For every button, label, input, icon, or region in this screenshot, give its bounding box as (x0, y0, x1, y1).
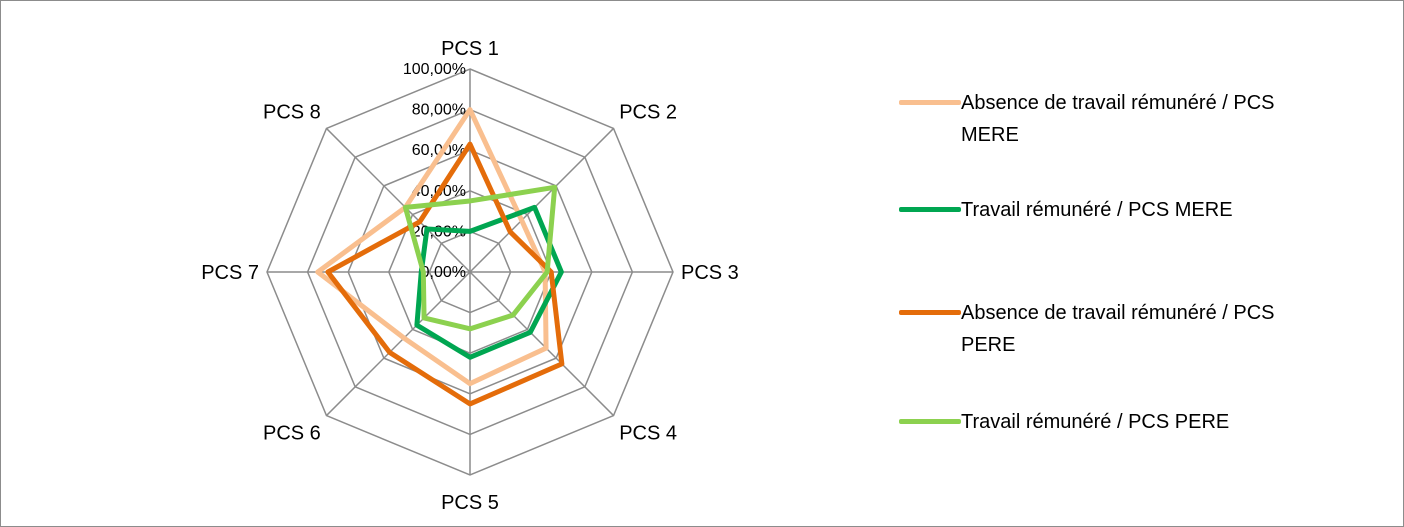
grid-spoke-8 (325, 127, 471, 273)
tick-label-0: 0,00% (421, 264, 466, 281)
grid-spoke-2 (469, 127, 615, 273)
category-label-3: PCS 3 (681, 262, 739, 284)
series-line-1 (315, 107, 549, 387)
category-label-8: PCS 8 (263, 101, 321, 123)
legend-swatch-1 (899, 100, 961, 105)
radar-chart: 0,00%20,00%40,00%60,00%80,00%100,00%PCS … (201, 38, 739, 514)
legend-swatch-3 (899, 310, 961, 315)
series-line-3 (325, 141, 565, 407)
category-label-5: PCS 5 (441, 492, 499, 514)
category-label-4: PCS 4 (619, 423, 677, 445)
grid-spoke-4 (469, 271, 615, 417)
legend-swatch-2 (899, 207, 961, 212)
legend-label-4: Travail rémunéré / PCS PERE (961, 411, 1230, 433)
legend-swatch-4 (899, 419, 961, 424)
legend-label-1: Absence de travail rémunéré / PCS MERE (961, 92, 1275, 146)
legend: Absence de travail rémunéré / PCS MERE T… (899, 1, 1319, 526)
tick-label-5: 100,00% (403, 61, 466, 78)
tick-label-3: 60,00% (412, 142, 466, 159)
series-line-4 (402, 184, 558, 332)
legend-label-3: Absence de travail rémunéré / PCS PERE (961, 302, 1275, 356)
legend-label-2: Travail rémunéré / PCS MERE (961, 199, 1233, 221)
series-line-2 (414, 204, 564, 360)
category-label-2: PCS 2 (619, 101, 677, 123)
tick-label-4: 80,00% (412, 102, 466, 119)
category-label-6: PCS 6 (263, 423, 321, 445)
category-label-7: PCS 7 (201, 262, 259, 284)
category-label-1: PCS 1 (441, 38, 499, 60)
grid-spoke-6 (325, 271, 471, 417)
